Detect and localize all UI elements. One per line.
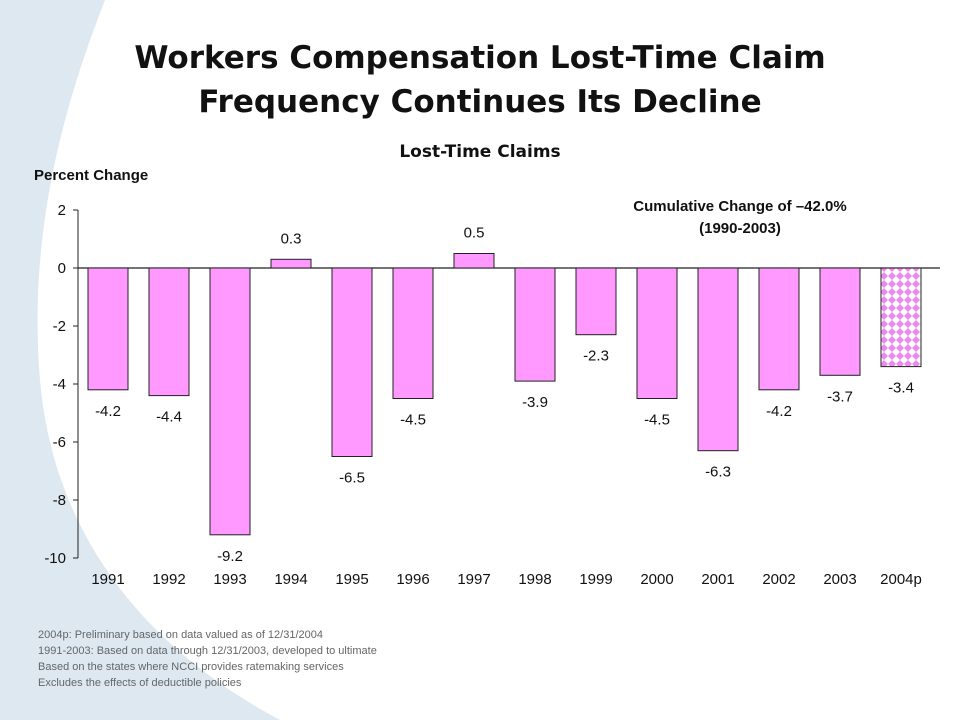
- bar-1993: [209, 267, 251, 536]
- value-label-2004p: -3.4: [888, 380, 914, 397]
- bar-2002: [758, 267, 800, 391]
- y-tick-label: -4: [53, 376, 66, 393]
- page-title-line-2: Frequency Continues Its Decline: [198, 84, 762, 120]
- x-tick-label: 1997: [457, 571, 490, 588]
- value-label-2001: -6.3: [705, 464, 731, 481]
- value-label-1994: 0.3: [281, 230, 302, 247]
- bar-1992: [148, 267, 190, 397]
- x-tick-label: 1999: [579, 571, 612, 588]
- bar-1999: [575, 267, 617, 336]
- y-tick-label: -10: [44, 550, 66, 567]
- bar-2001: [697, 267, 739, 452]
- y-tick-label: -8: [53, 492, 66, 509]
- footnote: Based on the states where NCCI provides …: [38, 661, 344, 673]
- bar-1995: [331, 267, 373, 457]
- bar-1997: [453, 253, 495, 269]
- bar-1991: [87, 267, 129, 391]
- value-label-1998: -3.9: [522, 394, 548, 411]
- value-label-2000: -4.5: [644, 412, 670, 429]
- value-label-1992: -4.4: [156, 409, 182, 426]
- x-tick-label: 2004p: [880, 571, 922, 588]
- bar-1994: [270, 258, 312, 269]
- bar-2000: [636, 267, 678, 399]
- cumulative-change-period: (1990-2003): [699, 220, 781, 237]
- y-tick-label: 2: [58, 202, 66, 219]
- x-tick-label: 1998: [518, 571, 551, 588]
- value-label-1999: -2.3: [583, 348, 609, 365]
- x-tick-label: 1996: [396, 571, 429, 588]
- x-tick-label: 1992: [152, 571, 185, 588]
- y-tick-label: -2: [53, 318, 66, 335]
- bar-1996: [392, 267, 434, 399]
- value-label-2002: -4.2: [766, 403, 792, 420]
- value-label-1997: 0.5: [464, 225, 485, 242]
- x-tick-label: 1995: [335, 571, 368, 588]
- footnote: 1991-2003: Based on data through 12/31/2…: [38, 645, 377, 657]
- y-tick-label: -6: [53, 434, 66, 451]
- x-tick-label: 1993: [213, 571, 246, 588]
- x-tick-label: 2000: [640, 571, 673, 588]
- y-axis-label: Percent Change: [34, 167, 149, 184]
- bar-1998: [514, 267, 556, 382]
- x-tick-label: 2003: [823, 571, 856, 588]
- y-tick-label: 0: [58, 260, 66, 277]
- x-tick-label: 2002: [762, 571, 795, 588]
- value-label-2003: -3.7: [827, 388, 853, 405]
- chart-title: Lost-Time Claims: [399, 142, 561, 162]
- x-tick-label: 1994: [274, 571, 307, 588]
- cumulative-change-annotation: Cumulative Change of –42.0%: [633, 198, 847, 215]
- footnote: 2004p: Preliminary based on data valued …: [38, 629, 323, 641]
- bar-2003: [819, 267, 861, 376]
- footnote: Excludes the effects of deductible polic…: [38, 677, 242, 689]
- x-tick-label: 2001: [701, 571, 734, 588]
- value-label-1996: -4.5: [400, 412, 426, 429]
- footnotes: 2004p: Preliminary based on data valued …: [38, 627, 377, 691]
- value-label-1991: -4.2: [95, 403, 121, 420]
- bar-2004p: [880, 267, 922, 368]
- value-label-1993: -9.2: [217, 548, 243, 565]
- page-title-line-1: Workers Compensation Lost-Time Claim: [134, 40, 826, 76]
- x-tick-label: 1991: [91, 571, 124, 588]
- value-label-1995: -6.5: [339, 470, 365, 487]
